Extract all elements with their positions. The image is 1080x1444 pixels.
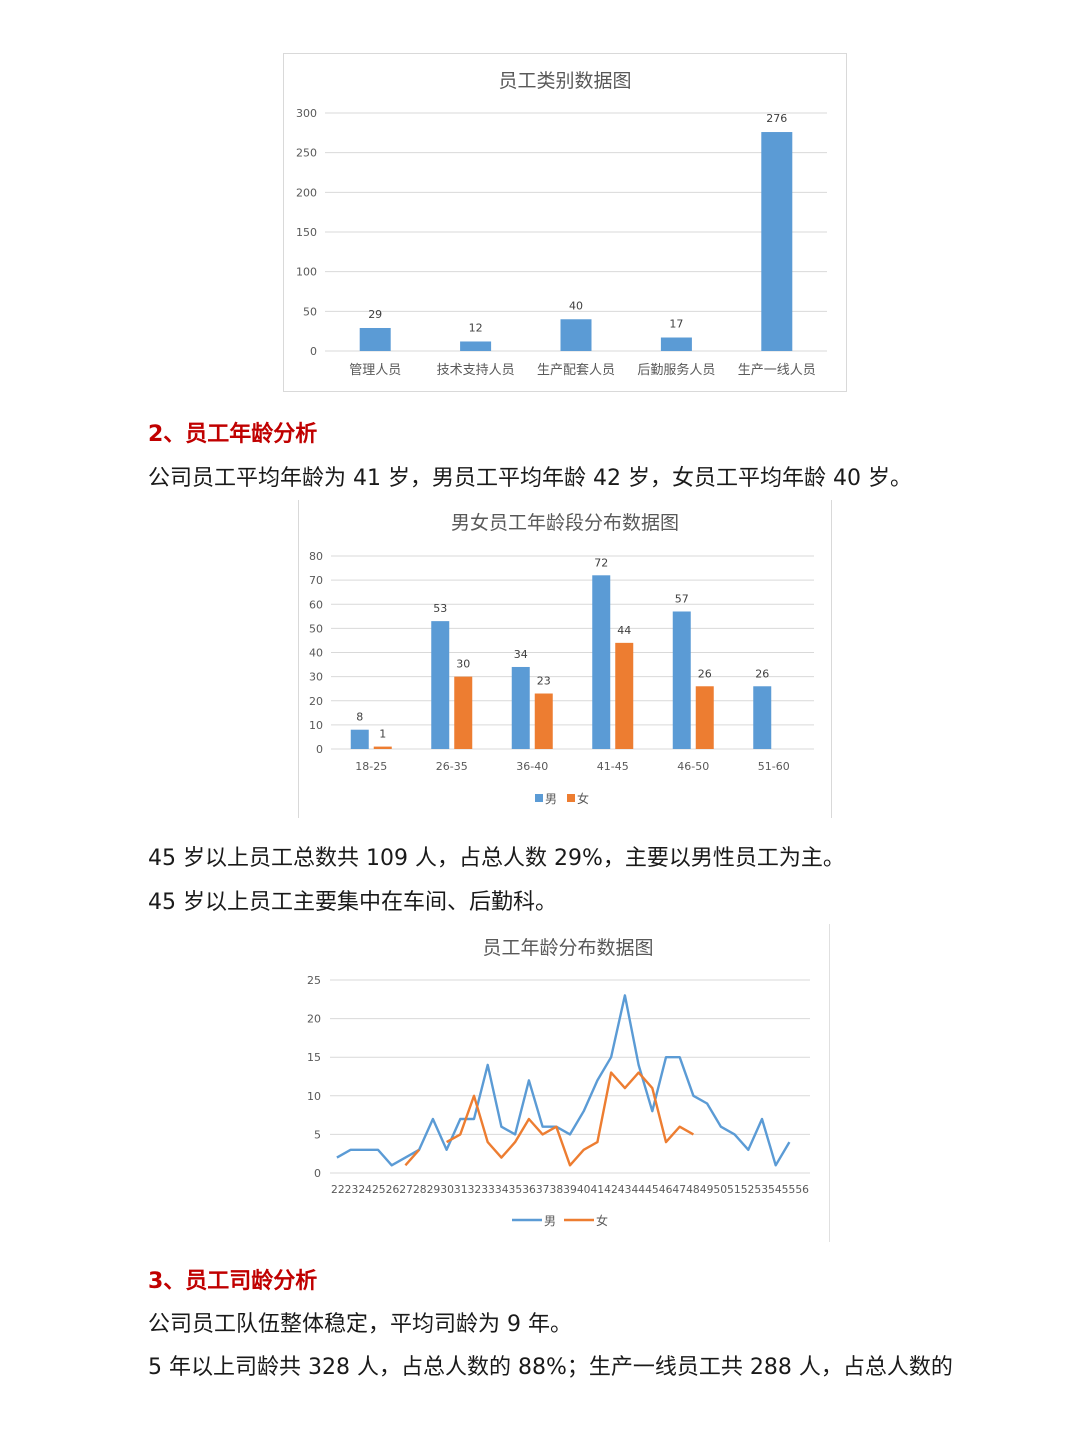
paragraph-tenure-5-years: 5 年以上司龄共 328 人，占总人数的 88%；生产一线员工共 288 人，占… bbox=[148, 1355, 953, 1380]
y-tick-label: 20 bbox=[307, 1013, 321, 1026]
legend-swatch bbox=[535, 794, 543, 802]
y-tick-label: 60 bbox=[309, 598, 323, 611]
employee-category-chart: 员工类别数据图 0 50 100 150 200 250 300 29 管理人员 12 技术支持人员… bbox=[283, 53, 847, 392]
data-label: 17 bbox=[669, 318, 683, 331]
gender-age-group-chart: 男女员工年龄段分布数据图 0 10 20 30 40 50 60 70 80 8 1 18-25 53 3… bbox=[298, 500, 832, 818]
x-category-label: 51-60 bbox=[758, 760, 790, 773]
paragraph-over45-department: 45 岁以上员工主要集中在车间、后勤科。 bbox=[148, 890, 557, 915]
y-tick-label: 5 bbox=[314, 1128, 321, 1141]
y-tick-label: 70 bbox=[309, 574, 323, 587]
bar-男 bbox=[672, 611, 691, 749]
y-tick-label: 50 bbox=[309, 622, 323, 635]
y-tick-label: 40 bbox=[309, 647, 323, 660]
bar bbox=[660, 337, 692, 351]
y-tick-label: 15 bbox=[307, 1051, 321, 1064]
legend-label: 女 bbox=[596, 1213, 608, 1228]
x-category-label: 36-40 bbox=[516, 760, 548, 773]
y-tick-label: 300 bbox=[296, 107, 317, 120]
x-category-label: 生产一线人员 bbox=[738, 363, 816, 378]
data-label: 30 bbox=[456, 658, 470, 671]
x-category-label: 41-45 bbox=[597, 760, 629, 773]
bar bbox=[761, 132, 793, 351]
paragraph-over45-total: 45 岁以上员工总数共 109 人，占总人数 29%，主要以男性员工为主。 bbox=[148, 846, 845, 871]
data-label: 34 bbox=[514, 648, 528, 661]
bar-男 bbox=[753, 686, 772, 749]
y-tick-label: 25 bbox=[307, 974, 321, 987]
x-category-label: 26-35 bbox=[436, 760, 468, 773]
y-tick-label: 100 bbox=[296, 266, 317, 279]
y-tick-label: 10 bbox=[307, 1090, 321, 1103]
y-tick-label: 0 bbox=[314, 1167, 321, 1180]
y-tick-label: 150 bbox=[296, 226, 317, 239]
bar-女 bbox=[534, 693, 553, 749]
bar bbox=[359, 327, 391, 351]
x-category-label: 后勤服务人员 bbox=[637, 362, 715, 378]
chart-title: 男女员工年龄段分布数据图 bbox=[451, 512, 679, 534]
employee-category-chart-svg: 员工类别数据图 0 50 100 150 200 250 300 29 管理人员 12 技术支持人员… bbox=[296, 70, 827, 378]
section-heading-age: 2、员工年龄分析 bbox=[148, 422, 318, 447]
series-line-女 bbox=[404, 1149, 420, 1167]
age-distribution-chart-svg: 员工年龄分布数据图 0 5 10 15 20 25 22232425262728293031… bbox=[307, 937, 810, 1228]
chart-title: 员工年龄分布数据图 bbox=[482, 937, 653, 959]
data-label: 26 bbox=[755, 667, 769, 680]
y-tick-label: 50 bbox=[303, 305, 317, 318]
paragraph-tenure-average: 公司员工队伍整体稳定，平均司龄为 9 年。 bbox=[148, 1312, 572, 1337]
age-distribution-chart: 员工年龄分布数据图 0 5 10 15 20 25 22232425262728293031… bbox=[294, 924, 830, 1242]
paragraph-age-average: 公司员工平均年龄为 41 岁，男员工平均年龄 42 岁，女员工平均年龄 40 岁… bbox=[148, 466, 912, 491]
data-label: 8 bbox=[356, 711, 363, 724]
bar-男 bbox=[431, 621, 450, 749]
data-label: 57 bbox=[675, 592, 689, 605]
x-category-label: 生产配套人员 bbox=[537, 362, 615, 378]
y-tick-label: 20 bbox=[309, 695, 323, 708]
series-line-男 bbox=[336, 994, 791, 1167]
x-category-label: 46-50 bbox=[677, 760, 709, 773]
x-category-label: 18-25 bbox=[355, 760, 387, 773]
bar-男 bbox=[350, 729, 369, 749]
y-tick-label: 250 bbox=[296, 147, 317, 160]
data-label: 12 bbox=[469, 321, 483, 334]
y-tick-label: 30 bbox=[309, 671, 323, 684]
bar-女 bbox=[695, 686, 714, 749]
legend-label: 男 bbox=[545, 792, 557, 806]
legend-label: 男 bbox=[544, 1214, 556, 1228]
data-label: 23 bbox=[537, 675, 551, 688]
bar-男 bbox=[511, 666, 530, 749]
y-tick-label: 10 bbox=[309, 719, 323, 732]
y-tick-label: 0 bbox=[316, 743, 323, 756]
data-label: 276 bbox=[766, 112, 787, 125]
legend-swatch bbox=[567, 794, 575, 802]
bar bbox=[560, 319, 592, 351]
x-category-label: 管理人员 bbox=[349, 363, 401, 378]
x-category-label: 技术支持人员 bbox=[437, 363, 515, 378]
data-label: 29 bbox=[368, 308, 382, 321]
chart-title: 员工类别数据图 bbox=[498, 70, 631, 92]
gender-age-group-chart-svg: 男女员工年龄段分布数据图 0 10 20 30 40 50 60 70 80 8 1 18-25 53 3… bbox=[309, 512, 814, 806]
series-line-女 bbox=[446, 1071, 694, 1167]
bar-女 bbox=[373, 746, 392, 749]
y-tick-label: 80 bbox=[309, 550, 323, 563]
data-label: 72 bbox=[594, 556, 608, 569]
y-tick-label: 200 bbox=[296, 186, 317, 199]
legend-label: 女 bbox=[577, 791, 589, 806]
bar-女 bbox=[454, 676, 473, 749]
y-tick-label: 0 bbox=[310, 345, 317, 358]
bar-女 bbox=[615, 642, 634, 749]
section-heading-tenure: 3、员工司龄分析 bbox=[148, 1269, 318, 1294]
bar-男 bbox=[592, 575, 611, 749]
data-label: 26 bbox=[698, 667, 712, 680]
x-tick-labels: 2223242526272829303132333435363738394041… bbox=[331, 1183, 809, 1196]
data-label: 1 bbox=[379, 728, 386, 741]
data-label: 40 bbox=[569, 299, 583, 312]
data-label: 44 bbox=[617, 624, 631, 637]
data-label: 53 bbox=[433, 602, 447, 615]
bar bbox=[460, 341, 492, 351]
